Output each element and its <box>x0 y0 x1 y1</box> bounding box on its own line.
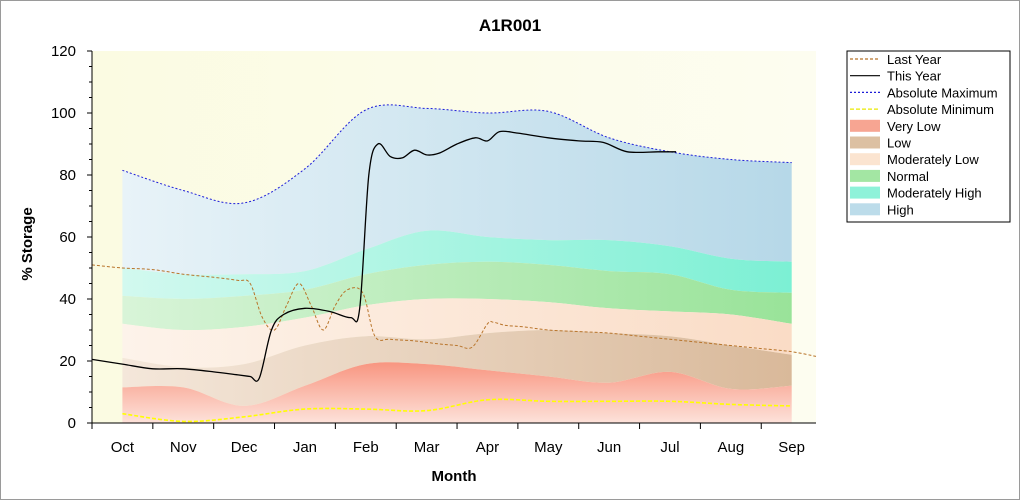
band-very-low <box>122 362 792 423</box>
series-line-absolute-maximum <box>122 104 792 205</box>
x-tick-label: Jan <box>293 439 317 456</box>
legend-label: High <box>887 202 914 217</box>
percentile-bands <box>122 104 792 423</box>
legend-label: Normal <box>887 169 929 184</box>
series-lines <box>91 104 817 423</box>
y-tick-label: 40 <box>59 291 76 308</box>
x-tick-label: Mar <box>414 439 440 456</box>
legend-label: This Year <box>887 69 942 84</box>
y-tick-label: 0 <box>68 415 76 432</box>
legend-label: Absolute Maximum <box>887 85 998 100</box>
y-tick-label: 100 <box>51 105 76 122</box>
x-tick-label: Dec <box>231 439 258 456</box>
legend-label: Low <box>887 136 911 151</box>
legend-swatch <box>850 136 880 149</box>
x-tick-label: May <box>534 439 563 456</box>
band-moderately-high <box>122 230 792 299</box>
legend-label: Moderately Low <box>887 152 979 167</box>
x-tick-label: Oct <box>111 439 135 456</box>
legend-label: Moderately High <box>887 186 982 201</box>
chart-title: A1R001 <box>479 16 541 35</box>
series-line-this-year <box>91 130 677 382</box>
x-tick-label: Apr <box>476 439 499 456</box>
series-line-absolute-minimum <box>122 398 792 423</box>
legend-swatch <box>850 153 880 166</box>
x-tick-label: Nov <box>170 439 197 456</box>
x-tick-label: Jun <box>597 439 621 456</box>
band-low <box>122 330 792 406</box>
y-tick-label: 60 <box>59 229 76 246</box>
legend-label: Very Low <box>887 119 941 134</box>
x-tick-label: Feb <box>353 439 379 456</box>
legend-swatch <box>850 186 880 199</box>
y-tick-label: 20 <box>59 353 76 370</box>
legend-swatch <box>850 169 880 182</box>
band-high <box>122 104 792 275</box>
legend-label: Absolute Minimum <box>887 102 994 117</box>
x-axis-label: Month <box>432 468 477 485</box>
x-tick-label: Aug <box>717 439 744 456</box>
y-tick-label: 80 <box>59 167 76 184</box>
x-tick-label: Jul <box>660 439 679 456</box>
y-tick-label: 120 <box>51 43 76 60</box>
legend-swatch <box>850 203 880 216</box>
band-normal <box>122 261 792 331</box>
band-moderately-low <box>122 298 792 368</box>
x-tick-label: Sep <box>778 439 805 456</box>
series-line-last-year <box>91 264 817 357</box>
axes: 0 20 40 60 80 100 120 Oct Nov Dec Jan Feb Mar Apr May J… <box>51 43 816 456</box>
legend-swatch <box>850 119 880 132</box>
y-axis-label: % Storage <box>19 207 36 280</box>
legend-label: Last Year <box>887 52 942 67</box>
